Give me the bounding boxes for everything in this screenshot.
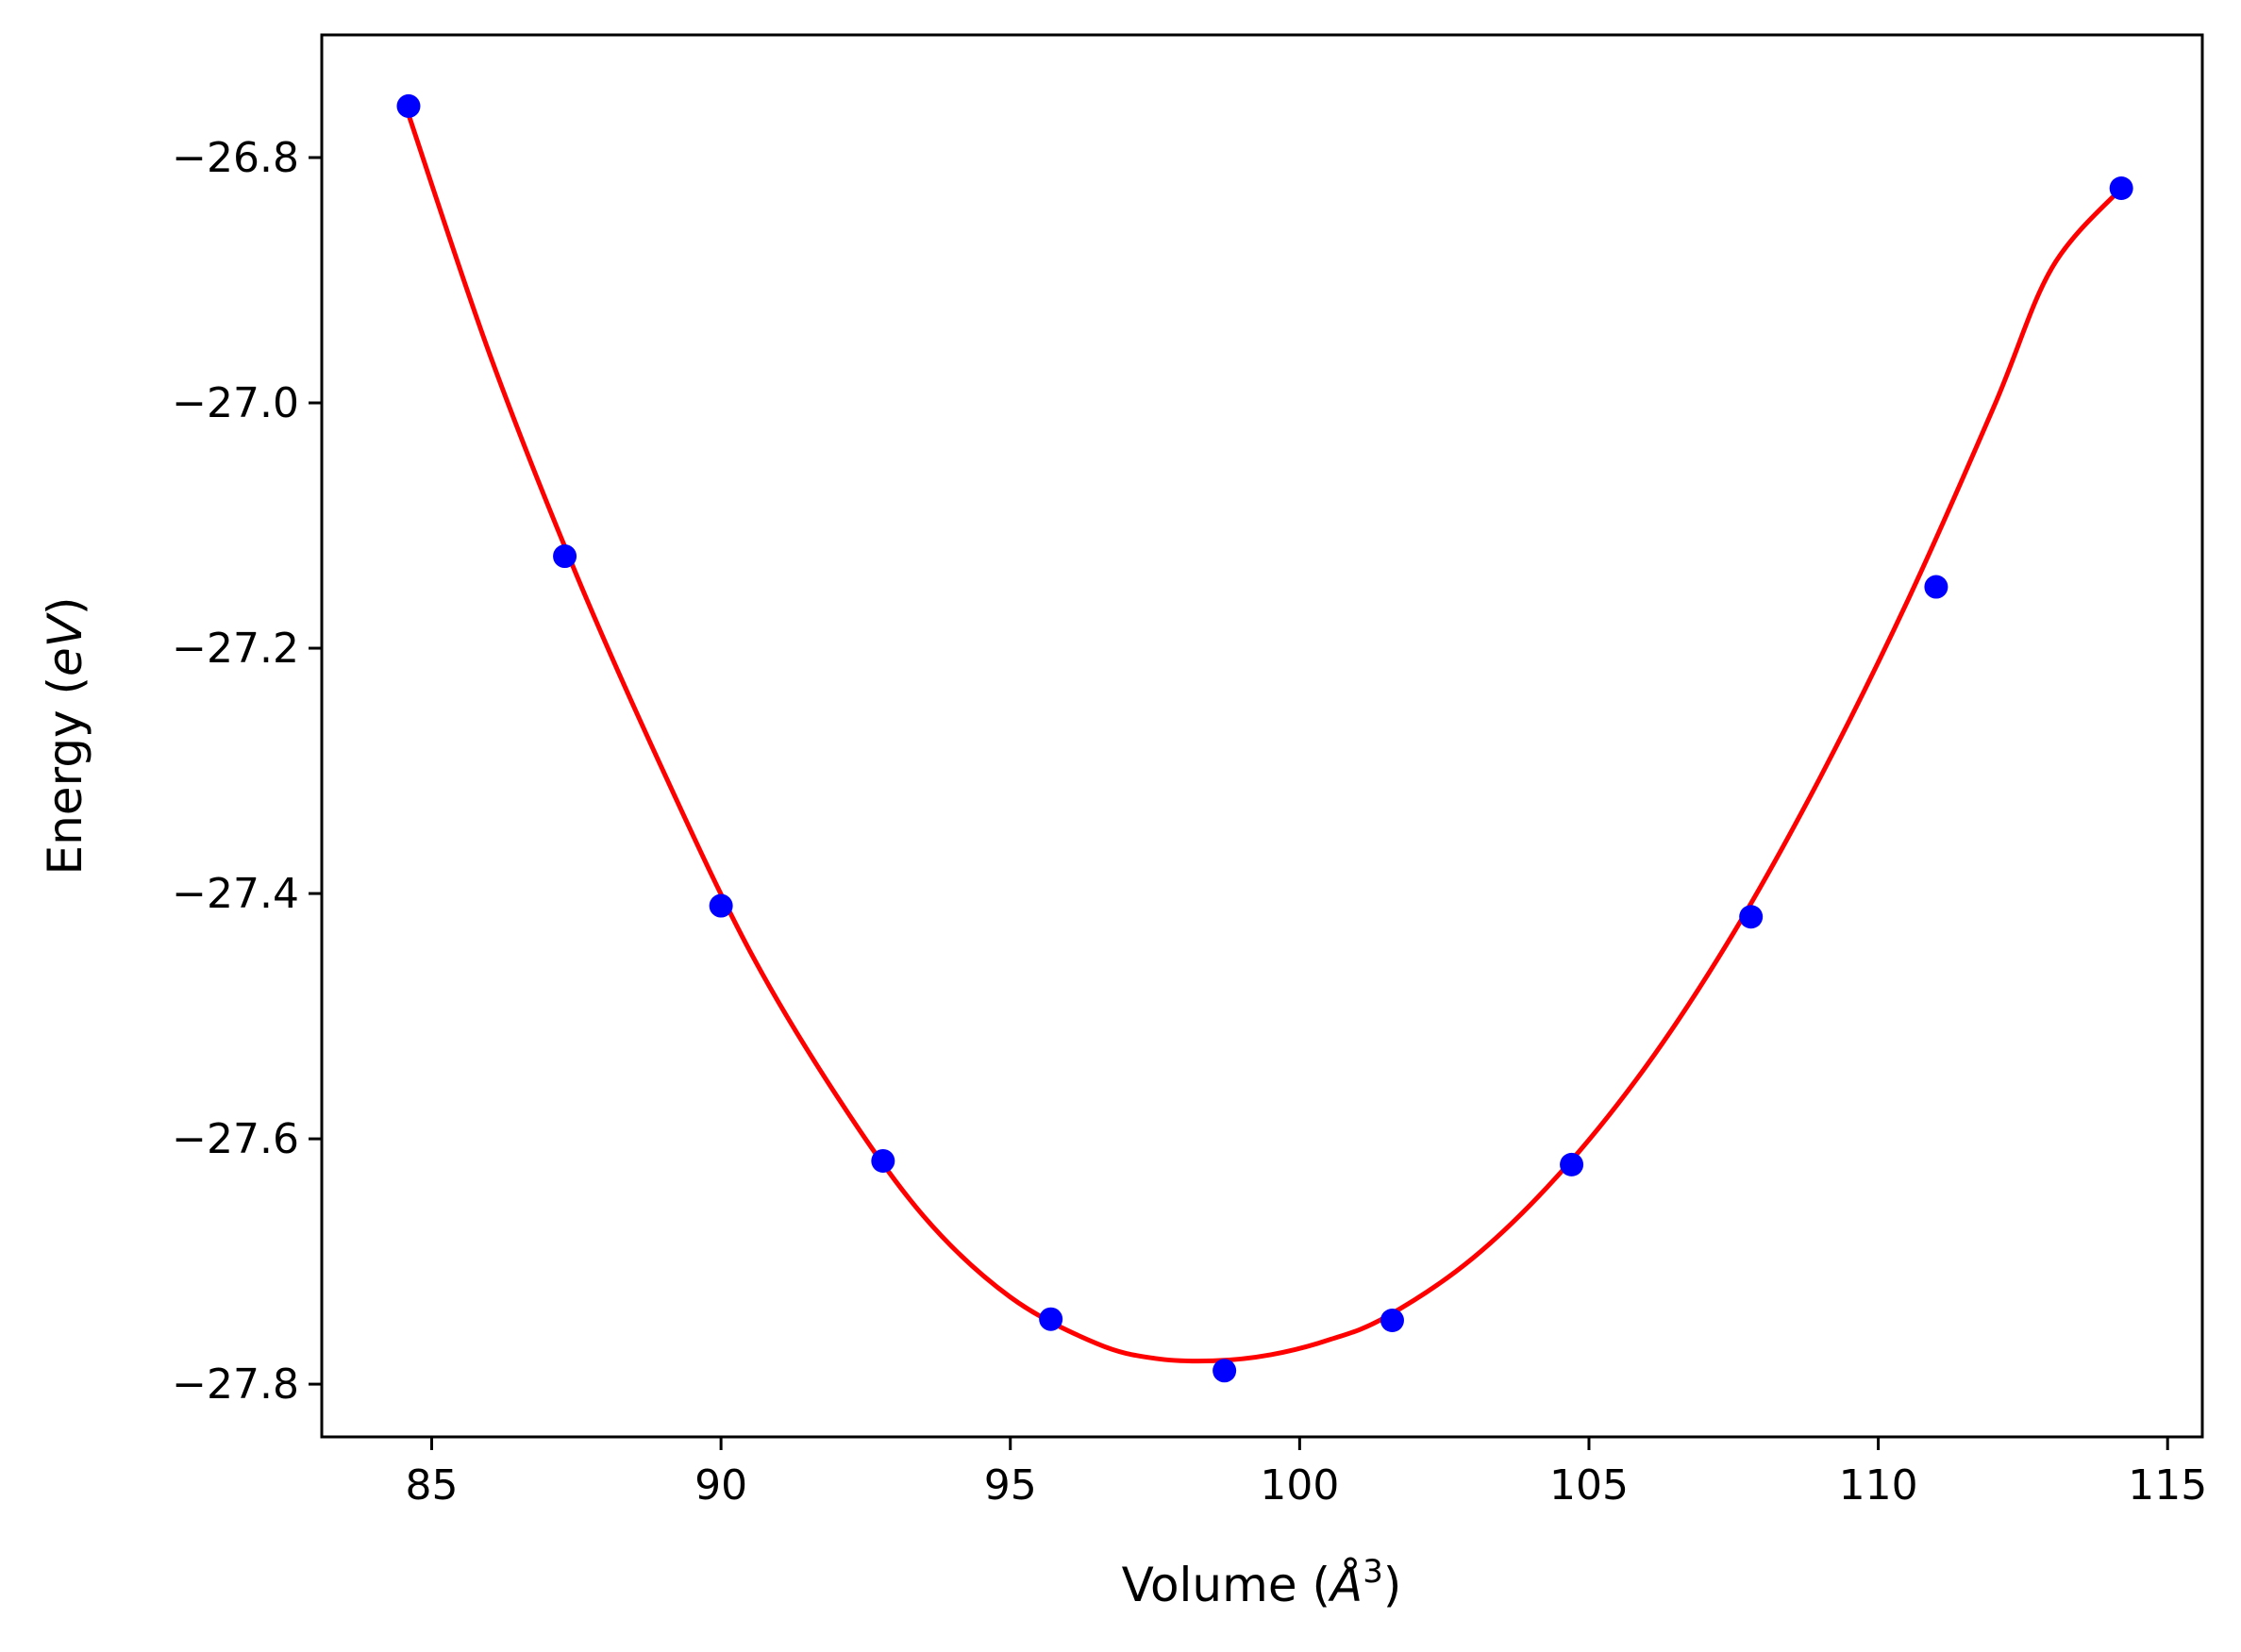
x-tick-label: 105	[1549, 1461, 1629, 1510]
data-point	[871, 1148, 895, 1173]
data-point	[1739, 905, 1764, 929]
plot-frame	[320, 33, 2204, 1439]
y-axis-title: Energy (eV)	[38, 597, 92, 876]
data-point	[2109, 176, 2133, 201]
data-point	[709, 893, 733, 918]
data-point	[1212, 1359, 1237, 1383]
data-point	[1039, 1307, 1063, 1331]
x-axis-title: Volume (Å3)	[1122, 1553, 1402, 1612]
y-tick-label: −27.6	[172, 1115, 299, 1163]
x-tick-label: 110	[1839, 1461, 1918, 1510]
data-point	[1560, 1152, 1584, 1176]
data-point	[396, 93, 421, 118]
y-tick-label: −27.0	[172, 379, 299, 427]
chart-marks	[396, 93, 2133, 1383]
data-point	[1380, 1308, 1404, 1332]
y-tick-label: −27.2	[172, 625, 299, 673]
x-tick-label: 100	[1260, 1461, 1339, 1510]
fit-curve	[406, 113, 2123, 1364]
data-point	[553, 544, 577, 569]
y-tick-label: −27.4	[172, 870, 299, 918]
x-tick-label: 95	[984, 1461, 1037, 1510]
data-point	[1924, 575, 1948, 599]
x-tick-label: 115	[2128, 1461, 2207, 1510]
x-tick-label: 90	[694, 1461, 747, 1510]
axis-ticks: 85 90 95 100 105 110 115 −26.8 −27.0 −27.2 −27.4 −2…	[172, 134, 2207, 1510]
y-tick-label: −26.8	[172, 134, 299, 182]
x-tick-label: 85	[406, 1461, 459, 1510]
y-tick-label: −27.8	[172, 1360, 299, 1409]
